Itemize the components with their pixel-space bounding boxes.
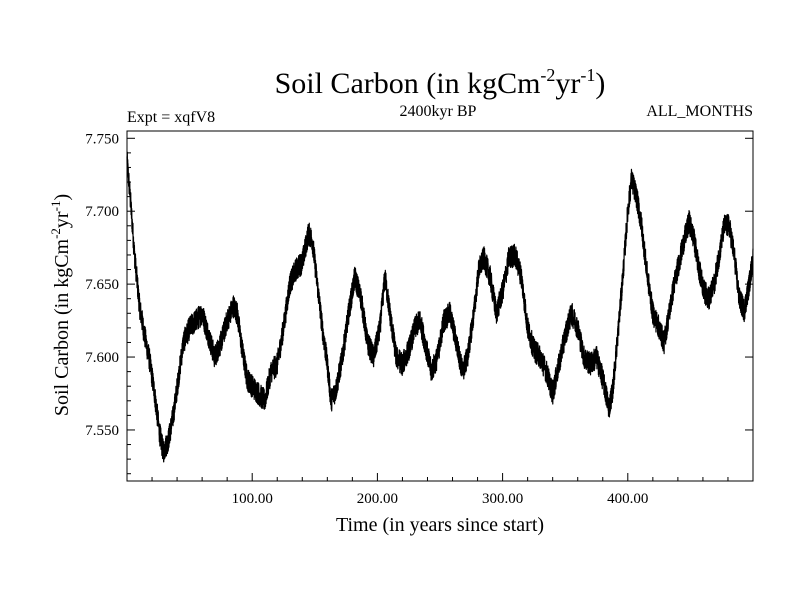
y-tick-label: 7.600 [85, 350, 119, 366]
y-tick-label: 7.650 [85, 277, 119, 293]
period-label: 2400kyr BP [400, 103, 477, 120]
x-tick-label: 400.00 [607, 491, 648, 507]
y-tick-label: 7.750 [85, 131, 119, 147]
x-tick-label: 100.00 [232, 491, 273, 507]
y-axis-label: Soil Carbon (in kgCm-2yr-1) [48, 194, 73, 416]
experiment-label: Expt = xqfV8 [127, 109, 215, 126]
chart-title: Soil Carbon (in kgCm-2yr-1) [275, 65, 606, 100]
data-series-line [126, 151, 754, 463]
plot-area [126, 130, 754, 482]
y-axis-ticks: 7.550 7.600 7.650 7.700 7.750 [85, 131, 753, 475]
x-axis-ticks: 100.00 200.00 300.00 400.00 [151, 473, 729, 507]
x-tick-label: 200.00 [357, 491, 398, 507]
months-label: ALL_MONTHS [646, 103, 753, 120]
y-tick-label: 7.700 [85, 204, 119, 220]
x-tick-label: 300.00 [482, 491, 523, 507]
y-tick-label: 7.550 [85, 423, 119, 439]
x-axis-label: Time (in years since start) [336, 514, 544, 536]
